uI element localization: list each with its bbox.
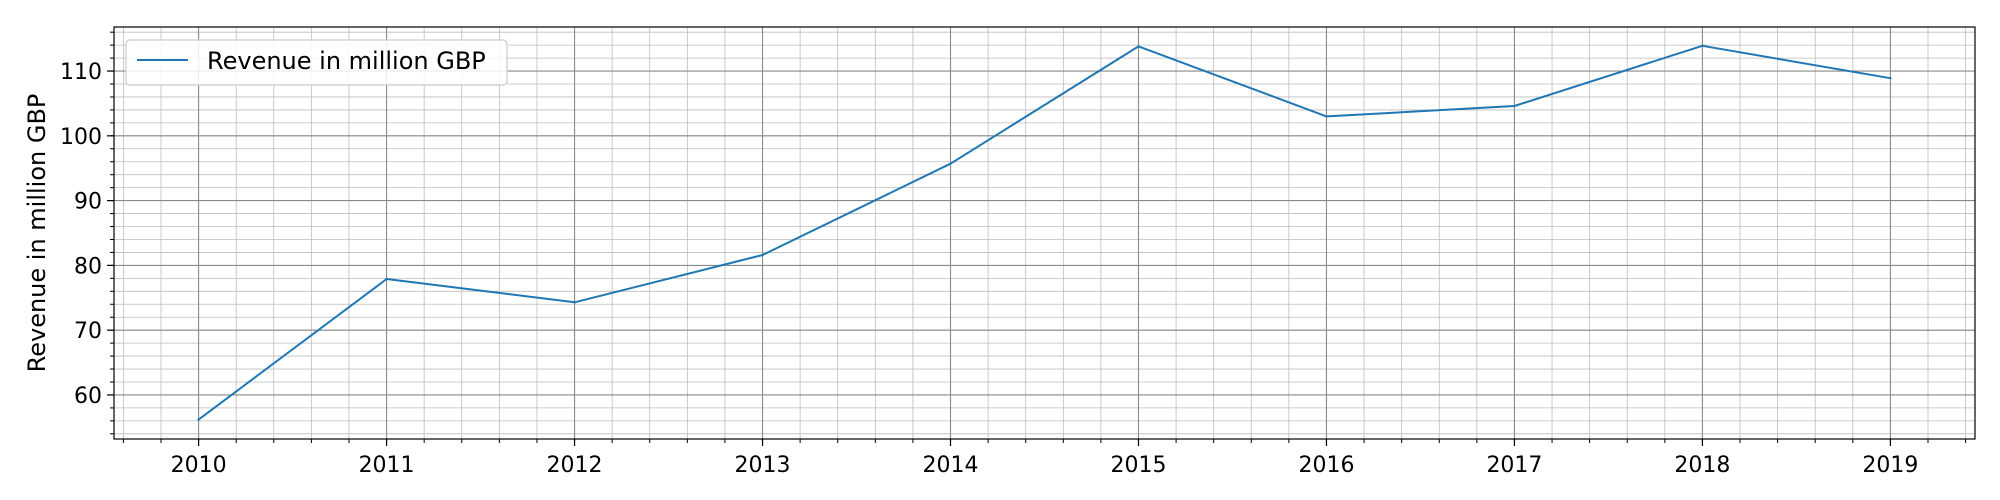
data-point: [1325, 115, 1328, 118]
y-tick-label: 90: [74, 190, 102, 215]
data-point: [197, 418, 200, 421]
y-tick-label: 110: [60, 60, 102, 85]
x-tick-label: 2018: [1674, 453, 1730, 478]
x-tick-label: 2017: [1486, 453, 1542, 478]
legend-label: Revenue in million GBP: [207, 47, 486, 75]
axis-ticks: 2010 2011 2012 2013 2014 2015 2016 2017 2018 2019…: [60, 31, 1967, 478]
x-tick-label: 2019: [1862, 453, 1918, 478]
data-point: [1513, 104, 1516, 108]
data-point: [1889, 76, 1892, 80]
x-tick-label: 2015: [1110, 453, 1166, 478]
x-tick-label: 2012: [547, 453, 603, 478]
y-tick-label: 80: [74, 254, 102, 279]
x-tick-label: 2014: [923, 453, 979, 478]
data-point: [573, 301, 576, 304]
data-point: [1137, 45, 1140, 48]
legend-box: [125, 39, 508, 86]
y-tick-label: 60: [74, 384, 102, 409]
y-tick-label: 70: [74, 319, 102, 344]
plot-area-frame: [113, 26, 1976, 440]
y-tick-label: 100: [60, 125, 102, 150]
y-axis-label: Revenue in million GBP: [23, 94, 51, 373]
grid-lines: [114, 27, 1975, 439]
data-point: [1701, 44, 1704, 47]
data-point: [949, 162, 952, 165]
data-point: [761, 253, 764, 257]
series-layer: [197, 44, 1892, 421]
legend: Revenue in million GBP: [125, 39, 508, 86]
x-tick-label: 2016: [1298, 453, 1354, 478]
series-line: [198, 44, 1891, 421]
x-tick-label: 2010: [171, 453, 227, 478]
x-tick-label: 2013: [735, 453, 791, 478]
data-point: [385, 277, 388, 281]
x-tick-label: 2011: [359, 453, 415, 478]
